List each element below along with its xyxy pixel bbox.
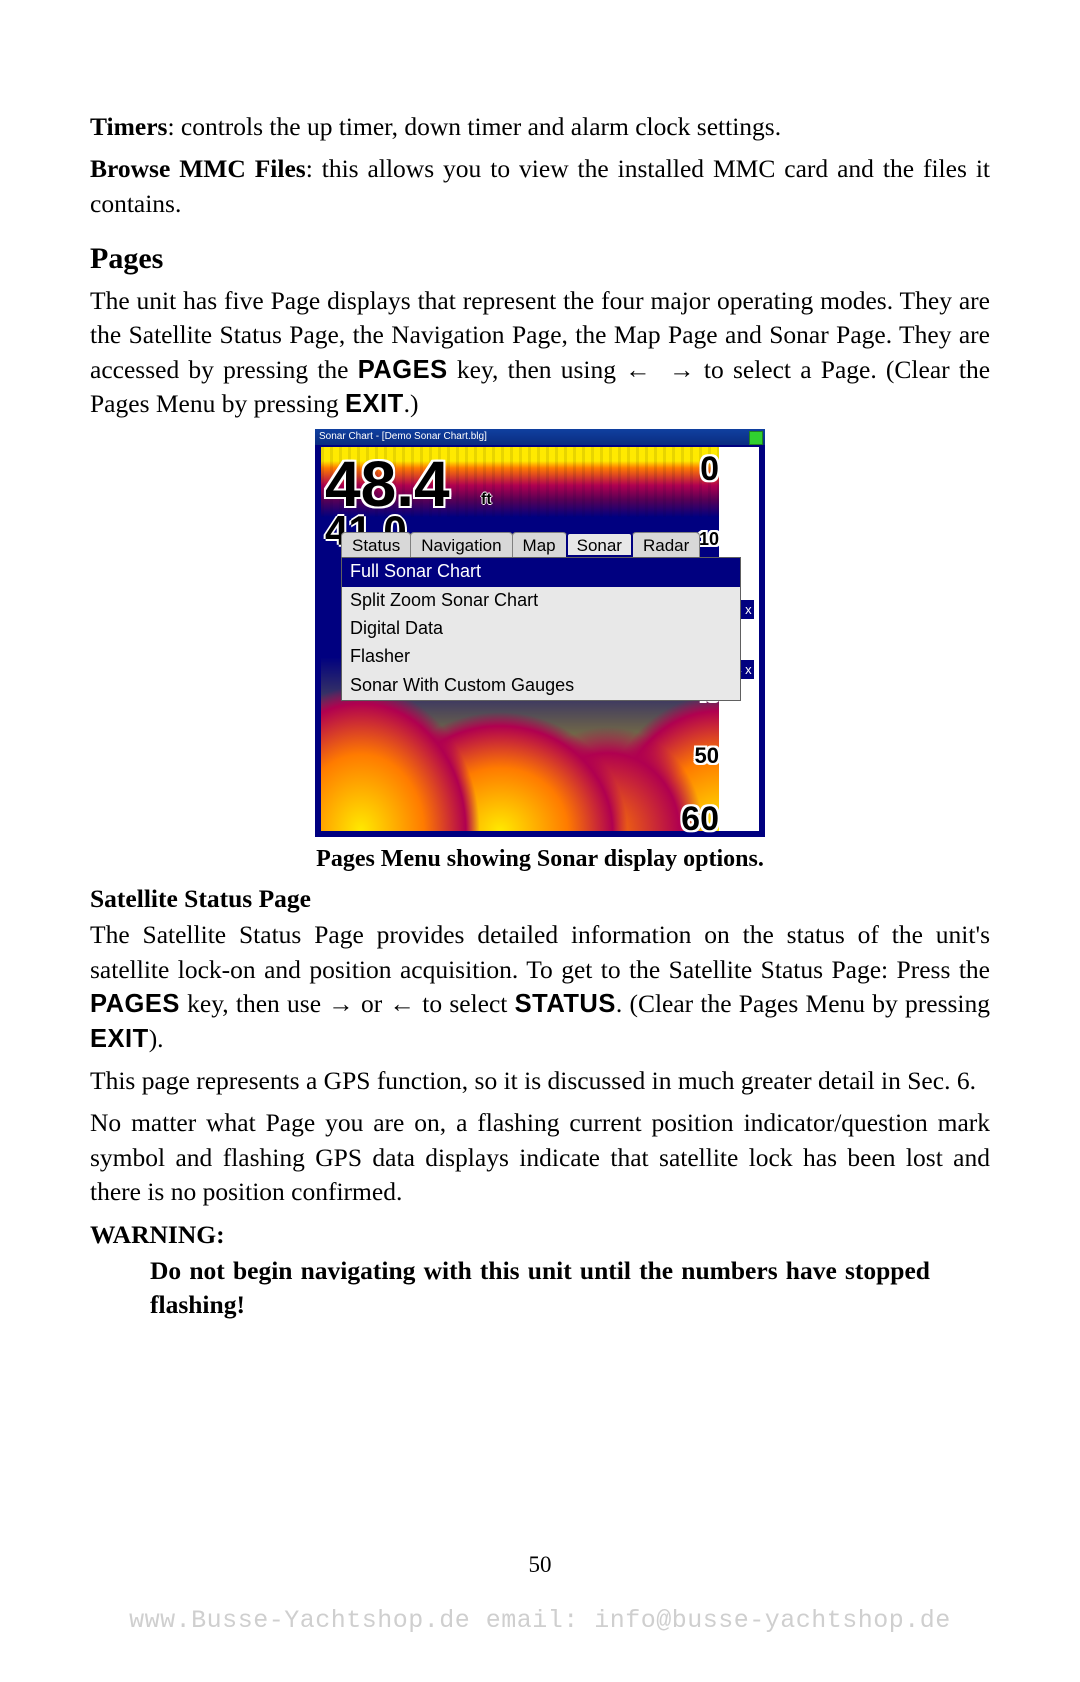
- subheading-satellite-status: Satellite Status Page: [90, 882, 990, 916]
- tab-navigation[interactable]: Navigation: [410, 532, 512, 557]
- heading-pages: Pages: [90, 239, 990, 280]
- tab-sonar[interactable]: Sonar: [566, 532, 633, 557]
- para-pages-intro: The unit has five Page displays that rep…: [90, 284, 990, 422]
- page-footer: www.Busse-Yachtshop.de email: info@busse…: [0, 1604, 1080, 1638]
- close-icon[interactable]: [749, 431, 763, 445]
- text: The Satellite Status Page provides detai…: [90, 920, 990, 983]
- menu-digital-data[interactable]: Digital Data: [342, 615, 740, 643]
- arrow-right-icon: →: [669, 356, 695, 384]
- text: : controls the up timer, down timer and …: [167, 112, 781, 141]
- figure-caption: Pages Menu showing Sonar display options…: [316, 843, 764, 875]
- para-gps-ref: This page represents a GPS function, so …: [90, 1064, 990, 1098]
- window-titlebar: Sonar Chart - [Demo Sonar Chart.blg]: [315, 429, 765, 445]
- sonar-screenshot: Sonar Chart - [Demo Sonar Chart.blg] 48.…: [315, 429, 765, 837]
- menu-full-sonar-chart[interactable]: Full Sonar Chart: [342, 558, 740, 586]
- key-pages: PAGES: [358, 356, 448, 384]
- sonar-submenu: Full Sonar Chart Split Zoom Sonar Chart …: [341, 557, 741, 700]
- text: ).: [149, 1024, 164, 1053]
- menu-custom-gauges[interactable]: Sonar With Custom Gauges: [342, 672, 740, 700]
- lead-timers: Timers: [90, 112, 167, 141]
- page-number: 50: [0, 1549, 1080, 1580]
- key-status: STATUS: [515, 990, 616, 1018]
- arrow-left-icon: ←: [625, 356, 651, 384]
- menu-flasher[interactable]: Flasher: [342, 643, 740, 671]
- para-satstatus: The Satellite Status Page provides detai…: [90, 918, 990, 1056]
- arrow-right-icon: →: [328, 990, 354, 1018]
- pages-tabs: Status Navigation Map Sonar Radar: [341, 532, 733, 557]
- figure-wrap: Sonar Chart - [Demo Sonar Chart.blg] 48.…: [90, 429, 990, 875]
- text: or: [354, 989, 390, 1018]
- key-exit: EXIT: [345, 390, 404, 418]
- text: key, then use: [180, 989, 328, 1018]
- key-exit: EXIT: [90, 1025, 149, 1053]
- scale-0: 0: [700, 447, 719, 493]
- depth-unit: ft: [481, 489, 492, 511]
- text: .): [404, 389, 419, 418]
- text: . (Clear the Pages Menu by pressing: [616, 989, 990, 1018]
- text: key, then using: [448, 355, 626, 384]
- tab-radar[interactable]: Radar: [632, 532, 700, 557]
- text: to select: [415, 989, 515, 1018]
- warning-label: WARNING:: [90, 1218, 990, 1252]
- window-title: Sonar Chart - [Demo Sonar Chart.blg]: [319, 431, 487, 442]
- tab-status[interactable]: Status: [341, 532, 411, 557]
- arrow-left-icon: ←: [390, 990, 416, 1018]
- lead-browse: Browse MMC Files: [90, 154, 306, 183]
- menu-split-zoom[interactable]: Split Zoom Sonar Chart: [342, 587, 740, 615]
- key-pages: PAGES: [90, 990, 180, 1018]
- tab-map[interactable]: Map: [512, 532, 567, 557]
- scale-60: 60: [681, 797, 719, 843]
- para-timers: Timers: controls the up timer, down time…: [90, 110, 990, 144]
- warning-body: Do not begin navigating with this unit u…: [150, 1254, 930, 1323]
- scale-50: 50: [695, 741, 719, 771]
- para-browse-mmc: Browse MMC Files: this allows you to vie…: [90, 152, 990, 221]
- para-flashing: No matter what Page you are on, a flashi…: [90, 1106, 990, 1209]
- document-page: Timers: controls the up timer, down time…: [0, 0, 1080, 1682]
